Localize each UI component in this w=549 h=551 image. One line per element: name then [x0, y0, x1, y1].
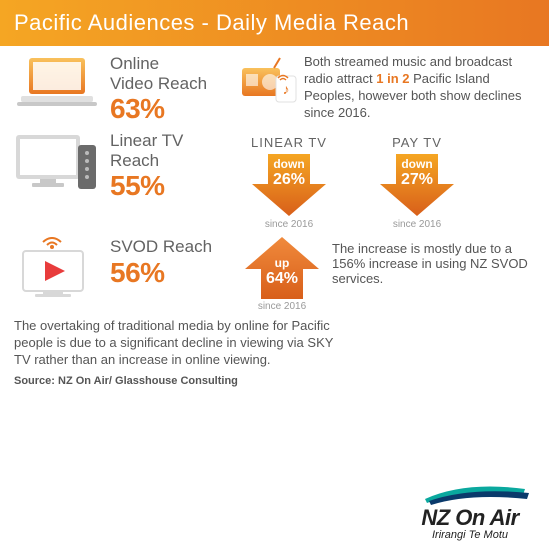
metric-title: Linear TV: [110, 131, 230, 151]
body-text: The overtaking of traditional media by o…: [0, 318, 360, 369]
metric-pct: 56%: [110, 257, 230, 289]
laptop-icon: [14, 54, 100, 112]
tv-icon: [14, 131, 100, 197]
metric-pct: 63%: [110, 93, 230, 125]
metric-title: Online: [110, 54, 230, 74]
arrow-since: since 2016: [362, 218, 472, 231]
logo-main: NZ On Air: [405, 505, 535, 531]
arrow-since: since 2016: [240, 301, 324, 312]
arrow-label: PAY TV: [362, 135, 472, 152]
arrow-svod-up: up64% since 2016: [240, 237, 324, 312]
arrow-dir: down: [273, 158, 304, 170]
svod-icon: [14, 237, 100, 303]
arrow-pct: 26%: [273, 170, 305, 189]
source-line: Source: NZ On Air/ Glasshouse Consulting: [0, 369, 549, 387]
row-svod: SVOD Reach 56% up64% since 2016 The incr…: [14, 237, 535, 312]
row-online-video: Online Video Reach 63% ♪ Both str: [14, 54, 535, 125]
arrow-dir: down: [401, 158, 432, 170]
content-area: Online Video Reach 63% ♪ Both str: [0, 46, 549, 312]
metric-pct: 55%: [110, 170, 230, 202]
arrow-pct: 64%: [266, 269, 298, 288]
metric-title: SVOD Reach: [110, 237, 230, 257]
page-title: Pacific Audiences - Daily Media Reach: [14, 10, 409, 35]
decline-arrows: LINEAR TV down26% since 2016 PAY TV down…: [240, 131, 535, 231]
metric-svod: SVOD Reach 56%: [110, 237, 230, 289]
metric-linear-tv: Linear TV Reach 55%: [110, 131, 230, 202]
svod-right: up64% since 2016 The increase is mostly …: [240, 237, 535, 312]
arrow-pct: 27%: [401, 170, 433, 189]
svg-text:♪: ♪: [283, 81, 290, 97]
arrow-label: LINEAR TV: [234, 135, 344, 152]
row-linear-tv: Linear TV Reach 55% LINEAR TV down26% si…: [14, 131, 535, 231]
arrow-dir: up: [275, 257, 290, 269]
metric-title-2: Reach: [110, 151, 230, 171]
arrow-since: since 2016: [234, 218, 344, 231]
metric-online-video: Online Video Reach 63%: [110, 54, 230, 125]
radio-note: ♪ Both streamed music and broadcast radi…: [240, 54, 535, 122]
arrow-pay-tv: PAY TV down27% since 2016: [362, 135, 472, 231]
metric-title-2: Video Reach: [110, 74, 230, 94]
radio-icon: ♪: [240, 54, 298, 122]
page-header: Pacific Audiences - Daily Media Reach: [0, 0, 549, 46]
radio-note-highlight: 1 in 2: [376, 71, 409, 86]
nz-on-air-logo: NZ On Air Irirangi Te Motu: [405, 475, 535, 541]
arrow-linear-tv: LINEAR TV down26% since 2016: [234, 135, 344, 231]
svod-note: The increase is mostly due to a 156% inc…: [332, 237, 535, 286]
